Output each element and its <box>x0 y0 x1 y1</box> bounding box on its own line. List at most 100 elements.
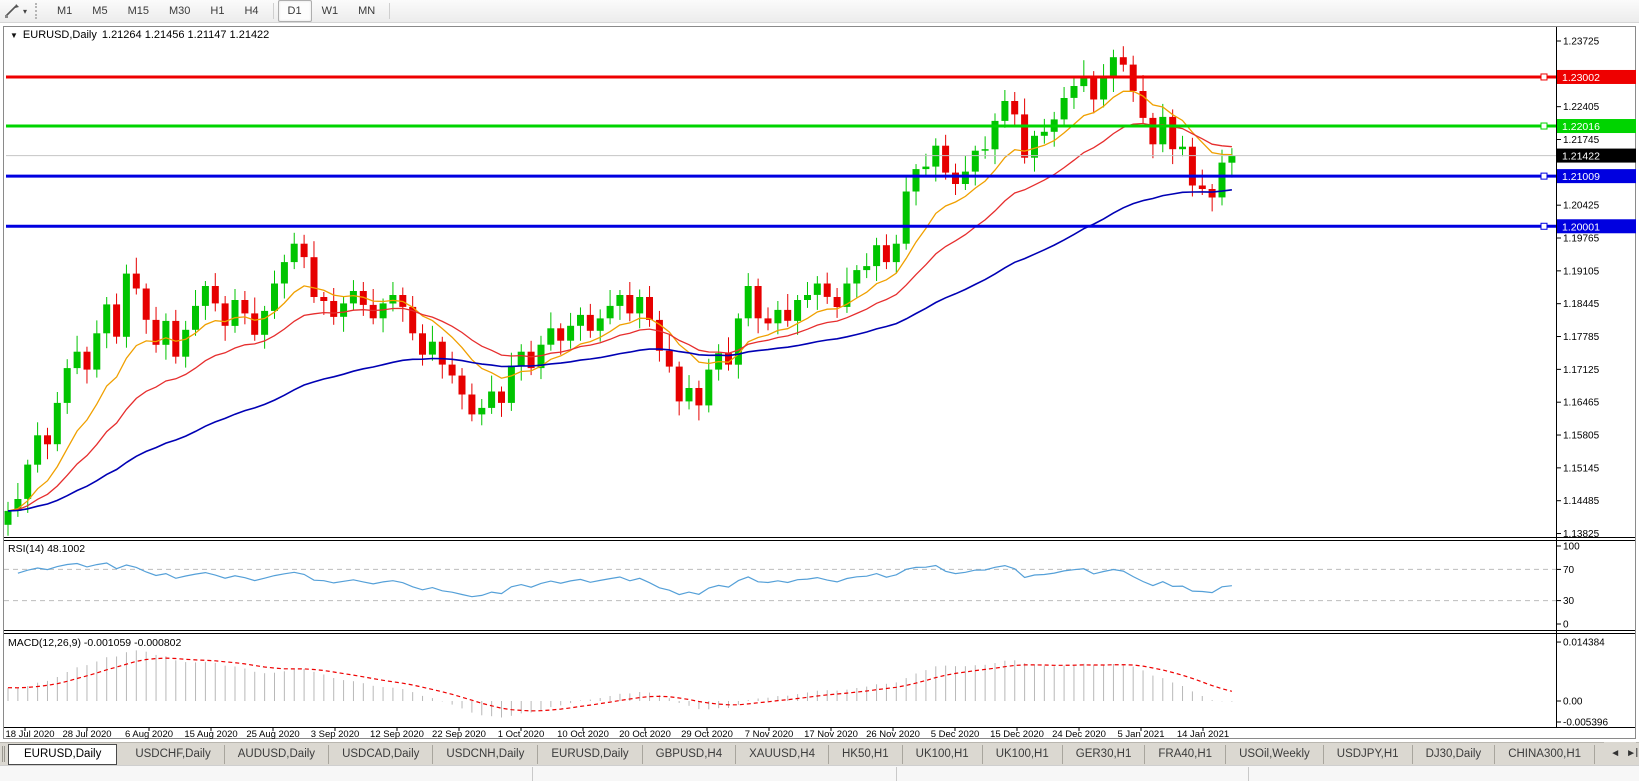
toolbar-separator <box>272 3 274 19</box>
price-axis-label: 1.19105 <box>1563 266 1600 277</box>
diagonal-tool-glyph <box>5 4 19 18</box>
status-strip <box>0 765 1639 781</box>
timeframe-button-D1[interactable]: D1 <box>277 0 312 22</box>
chart-context-caret-icon[interactable]: ▼ <box>10 30 18 40</box>
chart-tab-bar: EURUSD,Daily USDCHF,Daily AUDUSD,Daily USDC… <box>0 742 1639 765</box>
price-axis-label: 1.17125 <box>1563 365 1600 376</box>
chart-tab-china300-h1[interactable]: CHINA300,H1 <box>1495 744 1596 764</box>
level-line-handle[interactable] <box>1540 73 1548 81</box>
timeframe-button-H4[interactable]: H4 <box>244 5 259 17</box>
rsi-line <box>17 562 1232 598</box>
chart-tab-eurusd-daily[interactable]: EURUSD,Daily <box>538 744 643 764</box>
chart-tab-usdjpy-h1[interactable]: USDJPY,H1 <box>1324 744 1413 764</box>
price-axis-label: 1.14485 <box>1563 496 1600 507</box>
chart-tab-uk100-h1[interactable]: UK100,H1 <box>903 744 983 764</box>
timeframe-button-MN[interactable]: MN <box>358 5 376 17</box>
timeframe-button-M1[interactable]: M1 <box>57 5 73 17</box>
date-axis-label: 25 Aug 2020 <box>246 729 299 740</box>
date-axis-label: 10 Oct 2020 <box>557 729 609 740</box>
chart-tab-usdcad-daily[interactable]: USDCAD,Daily <box>329 744 434 764</box>
level-price-badge <box>1557 69 1636 84</box>
chart-tools-icon[interactable] <box>2 2 22 20</box>
price-axis-label: 1.16465 <box>1563 398 1600 409</box>
date-axis-label: 26 Nov 2020 <box>866 729 920 740</box>
date-axis-label: 28 Jul 2020 <box>62 729 111 740</box>
chart-tools-caret-icon[interactable]: ▾ <box>23 6 28 16</box>
date-axis-label: 15 Dec 2020 <box>990 729 1044 740</box>
macd-histogram <box>7 650 1233 718</box>
date-axis-label: 1 Oct 2020 <box>498 729 544 740</box>
macd-axis-label: -0.005396 <box>1563 718 1608 729</box>
level-line-handle[interactable] <box>1540 222 1548 230</box>
date-axis-label: 3 Sep 2020 <box>311 729 360 740</box>
chart-tab-xauusd-h4[interactable]: XAUUSD,H4 <box>736 744 829 764</box>
timeframe-button-M30[interactable]: M30 <box>168 5 191 17</box>
date-axis-label: 5 Dec 2020 <box>931 729 980 740</box>
level-price-label: 1.20001 <box>1562 221 1600 233</box>
chart-tab-audusd-daily[interactable]: AUDUSD,Daily <box>225 744 330 764</box>
chart-tab-eurusd-daily[interactable]: EURUSD,Daily <box>8 743 118 765</box>
level-line-handle[interactable] <box>1540 122 1548 130</box>
tabs-container: EURUSD,Daily USDCHF,Daily AUDUSD,Daily USDC… <box>5 743 1639 765</box>
level-price-label: 1.23002 <box>1562 72 1600 84</box>
price-axis-label: 1.15145 <box>1563 463 1600 474</box>
chart-tab-fra40-h1[interactable]: FRA40,H1 <box>1145 744 1227 764</box>
price-axis-label: 1.20425 <box>1563 201 1600 212</box>
current-price-label: 1.21422 <box>1562 151 1600 163</box>
level-price-badge <box>1557 169 1636 184</box>
price-axis-label: 1.18445 <box>1563 299 1600 310</box>
chart-tab-gbpusd-h4[interactable]: GBPUSD,H4 <box>643 744 737 764</box>
status-separator <box>532 767 533 781</box>
moving-average-line-10 <box>7 90 1232 512</box>
timeframe-button-M5[interactable]: M5 <box>92 5 108 17</box>
date-axis-label: 18 Jul 2020 <box>5 729 54 740</box>
timeframe-button-M15[interactable]: M15 <box>127 5 149 17</box>
chart-tab-usdcnh-daily[interactable]: USDCNH,Daily <box>433 744 539 764</box>
chart-tab-ger30-h1[interactable]: GER30,H1 <box>1063 744 1146 764</box>
chart-tab-dj30-daily[interactable]: DJ30,Daily <box>1413 744 1496 764</box>
chart-window-frame <box>3 26 1636 739</box>
timeframe-button-W1[interactable]: W1 <box>321 5 339 17</box>
chart-tab-usdchf-daily[interactable]: USDCHF,Daily <box>122 744 225 764</box>
moving-average-line-21 <box>7 122 1232 512</box>
date-axis-label: 20 Oct 2020 <box>619 729 671 740</box>
tab-bar-grip <box>2 746 5 762</box>
rsi-axis-label: 100 <box>1563 542 1580 553</box>
date-axis-label: 14 Jan 2021 <box>1177 729 1229 740</box>
moving-average-line-55 <box>7 189 1233 512</box>
price-axis-label: 1.15805 <box>1563 431 1600 442</box>
date-axis-label: 22 Sep 2020 <box>432 729 486 740</box>
tab-scroll-right-icon[interactable]: ► <box>1626 747 1636 759</box>
price-axis-label: 1.22405 <box>1563 102 1600 113</box>
chart-tab-usoil-weekly[interactable]: USOil,Weekly <box>1226 744 1324 764</box>
level-line-handle[interactable] <box>1540 172 1548 180</box>
tab-scroll-left-icon[interactable]: ◄ <box>1610 747 1621 759</box>
chart-tab-uk100-h1[interactable]: UK100,H1 <box>983 744 1063 764</box>
rsi-axis-label: 0 <box>1563 620 1569 631</box>
level-price-label: 1.21009 <box>1562 171 1600 183</box>
macd-axis-label: 0.014384 <box>1563 638 1605 649</box>
chart-ohlc-values: 1.21264 1.21456 1.21147 1.21422 <box>101 29 270 41</box>
price-axis-label: 1.23725 <box>1563 37 1600 48</box>
toolbar-grip[interactable] <box>35 3 43 19</box>
status-separator <box>896 767 897 781</box>
date-axis-label: 12 Sep 2020 <box>370 729 424 740</box>
date-axis-label: 7 Nov 2020 <box>745 729 794 740</box>
level-price-badge <box>1557 119 1636 134</box>
price-axis-label: 1.13825 <box>1563 529 1600 540</box>
tab-scroll-controls: ◄ ► <box>1604 742 1636 764</box>
date-axis-label: 24 Dec 2020 <box>1052 729 1106 740</box>
price-axis-label: 1.19765 <box>1563 234 1600 245</box>
price-axis-label: 1.17785 <box>1563 332 1600 343</box>
date-axis-label: 5 Jan 2021 <box>1117 729 1164 740</box>
date-axis-label: 6 Aug 2020 <box>125 729 173 740</box>
top-toolbar: ▾ M1 M5 M15 M30 H1 H4 D1 W1 MN <box>0 0 1639 23</box>
chart-symbol-label: EURUSD,Daily <box>22 29 97 41</box>
macd-indicator-label: MACD(12,26,9) -0.001059 -0.000802 <box>8 637 182 649</box>
rsi-axis-label: 70 <box>1563 565 1575 576</box>
chart-title: ▼ EURUSD,Daily 1.21264 1.21456 1.21147 1… <box>10 29 269 41</box>
chart-tab-hk50-h1[interactable]: HK50,H1 <box>829 744 903 764</box>
timeframe-button-H1[interactable]: H1 <box>210 5 225 17</box>
date-axis-label: 15 Aug 2020 <box>184 729 237 740</box>
